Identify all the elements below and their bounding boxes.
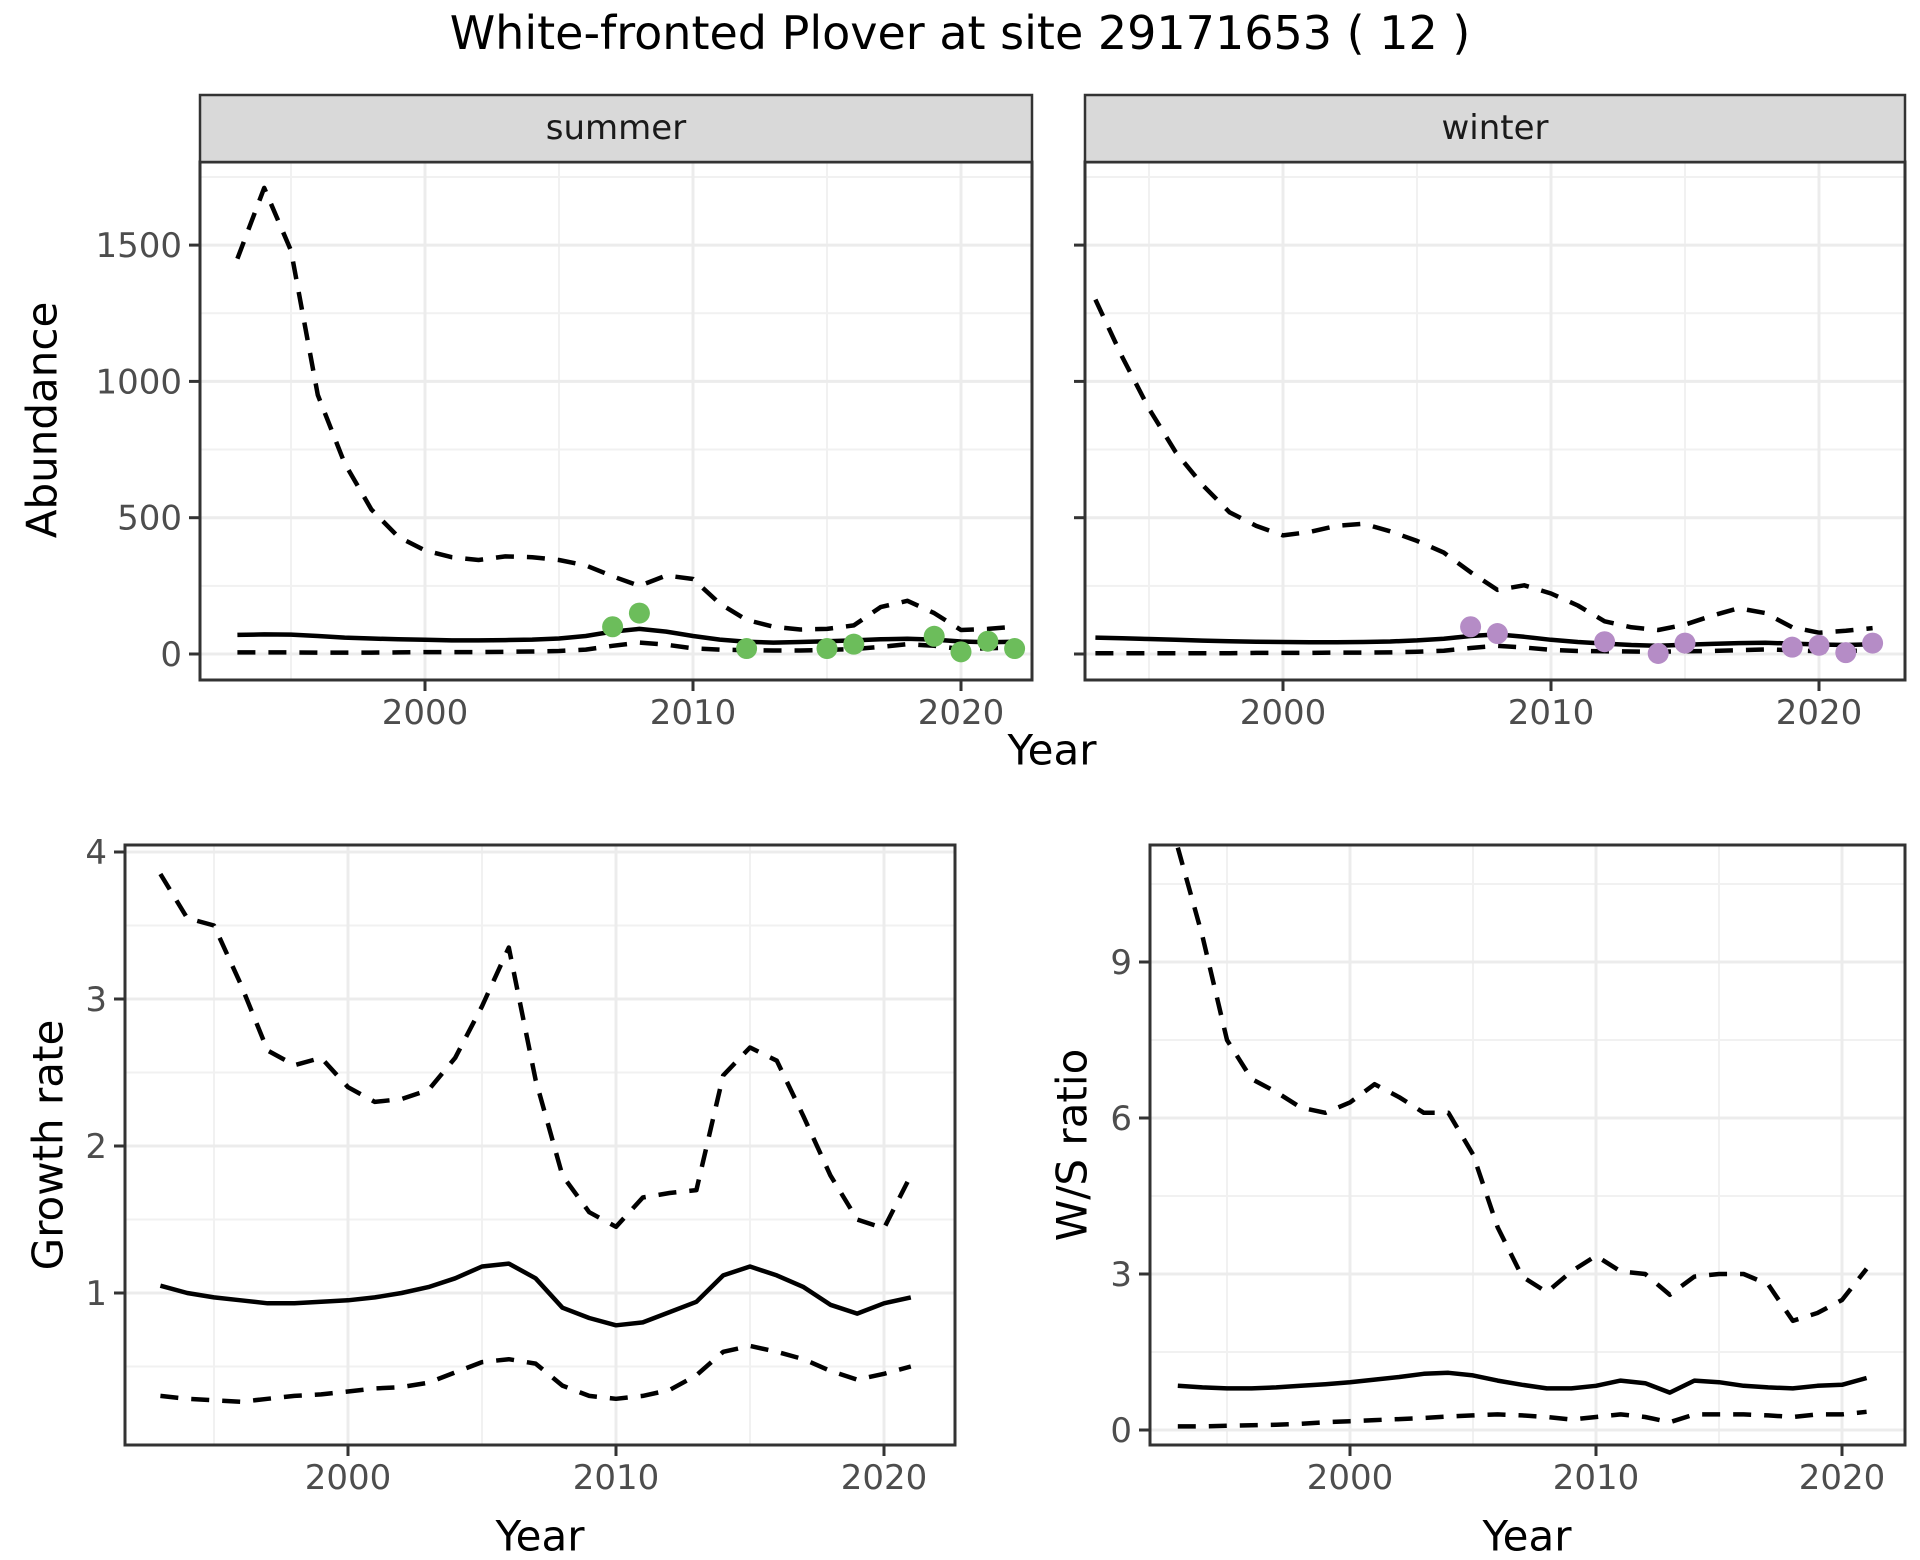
abundance-winter-observation-point [1835,642,1857,664]
abundance-winter-median-line [1095,632,1873,649]
growth-rate-panel: 2000 2010 2020 1 2 3 4 [85,833,957,1498]
facet-strip-label-summer: summer [545,108,687,148]
abundance-winter-observation-point [1486,623,1508,645]
ws-ratio-panel: 2000 2010 2020 0 3 6 9 [1110,843,1907,1498]
ws-ratio-lower-95CI-line [1177,1409,1867,1429]
abundance-winter-observation-point [1460,616,1482,638]
abundance-winter-x-tick-label: 2010 [1508,693,1595,733]
abundance-winter-observation-point [1594,631,1616,653]
abundance-winter-observation-point [1808,634,1830,656]
x-axis-title-ws-ratio: Year [1482,1511,1572,1560]
growth-rate-x-tick-label: 2010 [573,1458,660,1498]
ws-ratio-x-tick-label: 2010 [1553,1458,1640,1498]
ws-ratio-median-line [1177,1370,1868,1395]
abundance-winter-panel-bg [1085,162,1905,680]
abundance-summer-observation-point [977,630,999,652]
facet-strip-label-winter: winter [1441,108,1549,148]
abundance-summer-y-tick-label: 0 [160,635,182,675]
y-axis-title-ws-ratio: W/S ratio [1047,1048,1097,1242]
abundance-winter-x-tick-label: 2020 [1776,693,1863,733]
growth-rate-y-tick-label: 2 [85,1127,107,1167]
abundance-summer-lower-95CI-line [237,640,1015,655]
ws-ratio-panel-bg [1150,845,1905,1445]
abundance-winter-observation-point [1781,636,1803,658]
growth-rate-median-line [159,1261,912,1328]
abundance-summer-observation-point [923,625,945,647]
abundance-summer-x-tick-label: 2020 [918,693,1005,733]
ws-ratio-panel-border [1148,843,1907,1447]
abundance-summer-observation-point [628,602,650,624]
ws-ratio-upper-95CI-line [1175,846,1869,1324]
abundance-summer-y-tick-label: 1500 [95,226,182,266]
ws-ratio-x-tick-label: 2020 [1799,1458,1886,1498]
abundance-summer-median-line [237,626,1015,645]
x-axis-title-growth-rate: Year [495,1511,585,1560]
abundance-summer-observation-point [736,638,758,660]
abundance-summer-observation-point [602,616,624,638]
abundance-winter-x-tick-label: 2000 [1240,693,1327,733]
abundance-summer-observation-point [816,638,838,660]
abundance-winter-observation-point [1647,642,1669,664]
abundance-winter-upper-95CI-line [1093,298,1873,635]
ws-ratio-y-tick-label: 6 [1110,1099,1132,1139]
growth-rate-x-tick-label: 2000 [305,1458,392,1498]
growth-rate-upper-95CI-line [158,872,913,1231]
x-axis-title-top: Year [1007,725,1097,775]
growth-rate-y-tick-label: 3 [85,980,107,1020]
abundance-summer-y-tick-label: 1000 [95,362,182,402]
abundance-summer-panel-bg [200,162,1032,680]
y-axis-title-abundance: Abundance [17,301,67,539]
abundance-summer-facet-strip [198,93,1034,164]
abundance-winter-facet-strip [1083,93,1907,164]
ws-ratio-y-tick-label: 0 [1110,1411,1132,1451]
abundance-summer-observation-point [843,633,865,655]
growth-rate-x-tick-label: 2020 [841,1458,928,1498]
abundance-summer-observation-point [950,641,972,663]
growth-rate-lower-95CI-line [160,1343,912,1405]
growth-rate-y-tick-label: 1 [85,1274,107,1314]
growth-rate-y-tick-label: 4 [85,833,107,873]
abundance-summer-x-tick-label: 2010 [650,693,737,733]
ws-ratio-y-tick-label: 3 [1110,1255,1132,1295]
abundance-summer-panel: 2000 2010 2020 0 500 1000 1500 [95,93,1034,733]
abundance-winter-panel: 2000 2010 2020 [1074,93,1907,733]
chart-title: White-fronted Plover at site 29171653 ( … [449,6,1471,60]
abundance-summer-observation-point [1004,638,1026,660]
abundance-summer-y-tick-label: 500 [117,499,182,539]
abundance-winter-observation-point [1674,632,1696,654]
ws-ratio-y-tick-label: 9 [1110,943,1132,983]
abundance-summer-upper-95CI-line [235,185,1015,633]
y-axis-title-growth-rate: Growth rate [23,1019,73,1271]
abundance-winter-lower-95CI-line [1095,643,1873,656]
abundance-summer-x-tick-label: 2000 [382,693,469,733]
ws-ratio-x-tick-label: 2000 [1307,1458,1394,1498]
abundance-winter-observation-point [1862,632,1884,654]
